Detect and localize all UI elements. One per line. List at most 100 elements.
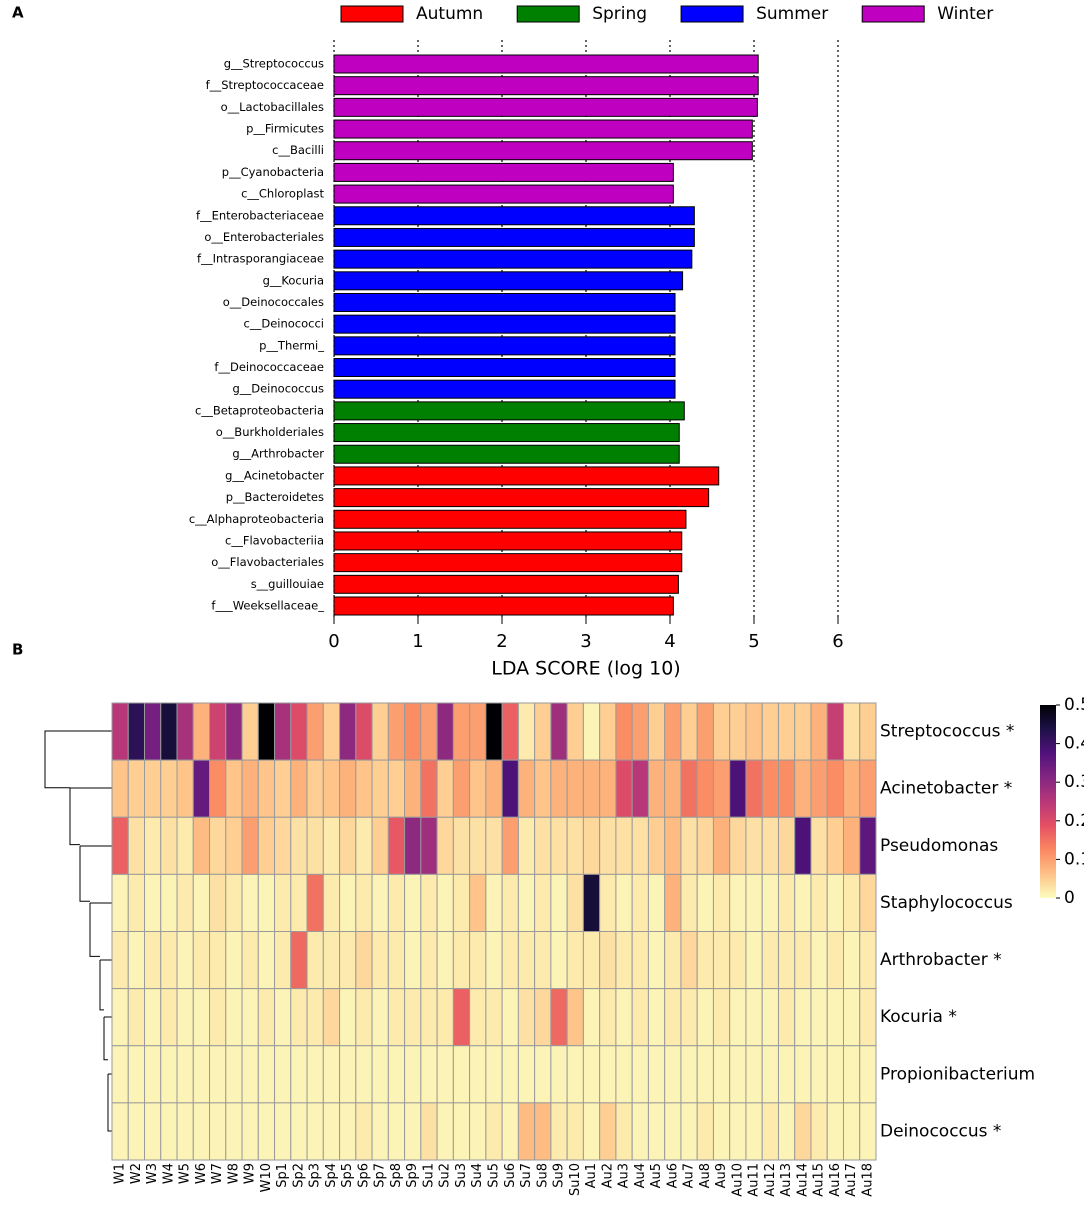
heat-cell bbox=[599, 1102, 617, 1161]
heat-cell bbox=[127, 702, 146, 761]
heat-cell bbox=[371, 816, 389, 875]
heat-cell bbox=[826, 816, 844, 875]
heat-cell bbox=[859, 759, 877, 818]
heat-cell bbox=[842, 702, 861, 761]
heat-cell bbox=[306, 1045, 324, 1104]
heat-cell bbox=[420, 873, 438, 932]
heat-cell bbox=[241, 702, 259, 761]
category-label: f__Enterobacteriaceae bbox=[196, 208, 324, 222]
heat-cell bbox=[745, 1045, 763, 1104]
heat-cell bbox=[160, 759, 178, 818]
heat-cell bbox=[680, 931, 698, 990]
heat-cell bbox=[485, 873, 503, 932]
heat-cell bbox=[842, 816, 861, 875]
heat-cell bbox=[534, 702, 552, 761]
bar bbox=[333, 379, 676, 399]
heat-cell bbox=[339, 988, 357, 1047]
heat-cell bbox=[566, 759, 584, 818]
heat-cell bbox=[615, 931, 633, 990]
heat-cell bbox=[469, 1102, 487, 1161]
heat-cell bbox=[176, 816, 194, 875]
heat-cell bbox=[550, 988, 568, 1047]
heat-cell bbox=[127, 988, 146, 1047]
column-label: Au7 bbox=[682, 1163, 697, 1188]
heat-cell bbox=[664, 816, 682, 875]
heat-cell bbox=[144, 931, 162, 990]
heat-cell bbox=[274, 759, 292, 818]
heat-cell bbox=[550, 816, 568, 875]
heat-cell bbox=[647, 702, 666, 761]
column-label: Au18 bbox=[860, 1163, 875, 1197]
heat-cell bbox=[209, 1102, 227, 1161]
column-label: Au11 bbox=[747, 1163, 762, 1197]
heat-cell bbox=[209, 931, 227, 990]
row-label: Staphylococcus bbox=[880, 893, 1013, 913]
heat-cell bbox=[225, 702, 243, 761]
column-label: Su6 bbox=[503, 1163, 518, 1188]
heat-cell bbox=[339, 931, 357, 990]
heat-cell bbox=[127, 816, 146, 875]
column-label: Au14 bbox=[795, 1163, 810, 1197]
heat-cell bbox=[761, 931, 779, 990]
heat-cell bbox=[842, 988, 861, 1047]
heat-cell bbox=[225, 931, 243, 990]
heat-cell bbox=[712, 1045, 731, 1104]
column-label: Au6 bbox=[665, 1163, 680, 1188]
heat-cell bbox=[517, 1102, 536, 1161]
heat-cell bbox=[859, 816, 877, 875]
heat-cell bbox=[599, 988, 617, 1047]
column-label: Au16 bbox=[828, 1163, 843, 1197]
heat-cell bbox=[436, 759, 454, 818]
heat-cell bbox=[160, 931, 178, 990]
heat-cell bbox=[306, 931, 324, 990]
heat-cell bbox=[420, 816, 438, 875]
heat-cell bbox=[452, 931, 471, 990]
heat-cell bbox=[290, 816, 308, 875]
heat-cell bbox=[387, 702, 406, 761]
column-label: Su2 bbox=[438, 1163, 453, 1188]
heat-cell bbox=[859, 931, 877, 990]
heat-cell bbox=[111, 931, 129, 990]
heat-cell bbox=[322, 1045, 341, 1104]
heat-cell bbox=[209, 1045, 227, 1104]
heat-cell bbox=[469, 1045, 487, 1104]
bar bbox=[333, 141, 753, 161]
heat-cell bbox=[192, 1102, 211, 1161]
heat-cell bbox=[274, 873, 292, 932]
heat-cell bbox=[306, 759, 324, 818]
heat-cell bbox=[436, 1045, 454, 1104]
heat-cell bbox=[729, 873, 747, 932]
heat-cell bbox=[859, 873, 877, 932]
heat-cell bbox=[664, 759, 682, 818]
heat-cell bbox=[631, 816, 649, 875]
heat-cell bbox=[664, 702, 682, 761]
heat-cell bbox=[566, 702, 584, 761]
x-tick-label: 2 bbox=[496, 631, 507, 652]
heat-cell bbox=[257, 759, 276, 818]
heat-cell bbox=[111, 1102, 129, 1161]
heat-cell bbox=[436, 988, 454, 1047]
bar bbox=[333, 553, 683, 573]
column-label: Sp4 bbox=[324, 1163, 339, 1188]
heat-cell bbox=[176, 759, 194, 818]
heat-cell bbox=[322, 1102, 341, 1161]
heat-cell bbox=[485, 931, 503, 990]
heat-cell bbox=[631, 988, 649, 1047]
heat-cell bbox=[664, 988, 682, 1047]
column-label: Sp2 bbox=[291, 1163, 306, 1188]
heat-cell bbox=[777, 988, 796, 1047]
heat-cell bbox=[436, 1102, 454, 1161]
category-label: g__Kocuria bbox=[263, 273, 324, 287]
category-label: c__Bacilli bbox=[272, 143, 324, 157]
heat-cell bbox=[322, 931, 341, 990]
heat-cell bbox=[257, 873, 276, 932]
heat-cell bbox=[274, 1102, 292, 1161]
heat-cell bbox=[599, 759, 617, 818]
heat-cell bbox=[566, 816, 584, 875]
heat-cell bbox=[241, 931, 259, 990]
column-label: Au3 bbox=[617, 1163, 632, 1188]
heat-cell bbox=[160, 816, 178, 875]
heat-cell bbox=[371, 1102, 389, 1161]
heat-cell bbox=[257, 1102, 276, 1161]
heat-cell bbox=[647, 816, 666, 875]
